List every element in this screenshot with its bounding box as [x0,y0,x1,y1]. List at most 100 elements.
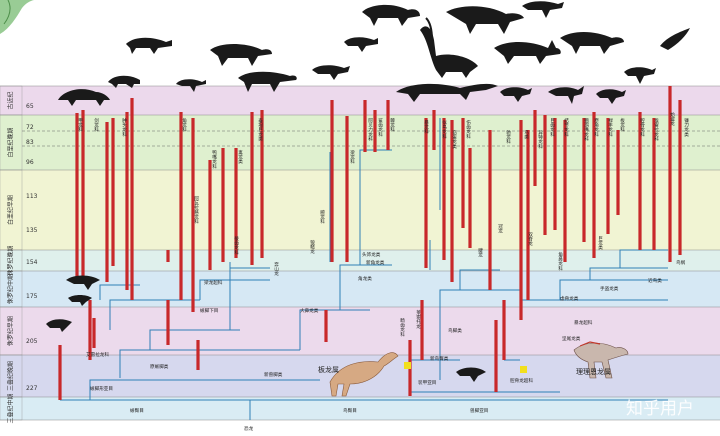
range-13 [330,100,334,262]
connector-2 [89,379,320,400]
range-48 [324,310,328,342]
clade-ceratopsia: 角龙类 [358,275,372,282]
taxon-label-35: 腱龙 [478,247,483,259]
taxon-label-6: 泰坦巨龙类 [258,117,263,142]
small-orni-icon [312,65,350,80]
taxon-label-11: 棘龙科 [390,118,395,133]
taxon-label-29: 阿瓦拉慈龙科 [194,195,199,225]
range-11 [250,112,254,265]
band-0 [0,86,720,115]
range-45 [166,250,170,262]
hadrosaur-icon [238,71,297,92]
pachycephalosaur-icon [176,79,206,92]
tick-227: 227 [26,385,38,392]
ankylosaur-icon [108,75,140,88]
eoraptor-icon [456,367,486,382]
period-label-3: 侏罗纪晚期 [7,245,15,275]
clade-ornithopoda: 鸟脚类 [448,327,462,334]
taxon-label-30: 棱齿龙科 [234,235,239,256]
protoceratops-icon [344,37,378,52]
period-label-0: 古近纪 [7,91,15,109]
tick-72: 72 [26,124,34,131]
clade-coelurosauria: 虚骨龙类 [560,295,579,302]
clade-aves: 鸟纲 [676,259,686,266]
range-12 [260,110,264,258]
small-theropod-left-2-icon [68,295,92,306]
range-7 [191,118,195,312]
clade-tyrannosauroidea: 暴龙超科 [574,319,593,326]
range-30 [526,130,530,300]
plateosaurus-illustration [329,352,411,397]
taxon-label-20: 结节龙科 [564,117,569,138]
range-15 [363,100,367,152]
range-9 [221,148,225,262]
liliensternus-label: 理理恩龙属 [576,367,611,376]
connector-12 [339,264,392,310]
clade-ornithischia: 鸟臀目 [343,407,357,414]
range-10 [234,148,238,258]
diplodocus-icon [396,83,498,102]
range-29 [519,120,523,320]
taxon-label-37: 双脊龙 [528,232,533,247]
period-label-2: 白垩纪早期 [7,195,15,225]
connector-6 [149,329,240,350]
spinosaur-icon [494,40,561,64]
clade-sauropoda: 蜥脚下目 [200,307,218,314]
clade-coelophysoidea: 腔骨龙超科 [510,377,533,384]
range-27 [494,320,498,392]
tick-175: 175 [26,293,38,300]
range-42 [678,100,682,255]
clade-sauropodomorpha: 蜥脚形亚目 [90,385,113,392]
clade-prosauropoda: 原蜥脚类 [150,363,169,370]
connector-7 [109,299,200,330]
range-1 [81,110,85,276]
range-32 [543,115,547,235]
taxon-label-14: 窃蛋龙类 [452,129,457,150]
connector-13 [359,149,392,265]
taxon-label-31: 奔山龙 [274,261,279,277]
taxon-label-7: 腕龙科 [320,209,325,225]
taxon-label-27: 始盗龙 [670,111,675,127]
range-28 [502,300,506,360]
clade-tetanurae: 坚尾龙类 [562,335,581,342]
clade-saurischia: 蜥臀目 [130,407,144,414]
range-22 [442,118,446,260]
range-33 [553,118,557,230]
small-theropod-top-icon [522,1,564,18]
tyrannosaur-icon [446,6,524,34]
taxon-ranges [58,86,682,400]
bird-icon [660,28,690,50]
range-37 [606,118,610,234]
range-17 [386,100,390,150]
taxon-label-10: 鲨齿龙科 [378,117,383,138]
tick-96: 96 [26,159,34,166]
range-6 [179,112,183,300]
range-49 [58,345,62,400]
connector-9 [199,279,270,300]
clade-diplodocoidea: 梁龙超科 [204,279,223,286]
taxon-label-26: 埃雷拉龙科 [654,117,659,142]
range-40 [652,118,656,250]
range-23 [450,120,454,282]
taxon-label-36: 冠龙 [498,224,503,235]
sub-stage-dashes [22,130,720,147]
small-theropod-left-icon [66,275,100,290]
phylogeny-tree [60,118,668,420]
period-label-5: 侏罗纪早期 [7,316,15,346]
band-7 [0,397,720,420]
troodon-icon [624,67,656,84]
taxon-label-13: 似鸟龙科 [442,120,447,140]
clade-marginocephalia: 头饰龙类 [362,251,381,258]
period-label-1: 白垩纪晚期 [7,127,15,157]
range-4 [125,112,129,290]
range-20 [424,118,428,268]
taxon-label-19: 巨齿龙科 [550,118,555,138]
liliensternus-illustration [520,341,629,379]
taxon-label-23: 禄丰龙科 [608,117,613,138]
tick-83: 83 [26,139,34,146]
watermark: 知乎用户 [626,399,694,419]
clade-herrerasauridae: 艾雷拉龙科 [86,351,109,358]
